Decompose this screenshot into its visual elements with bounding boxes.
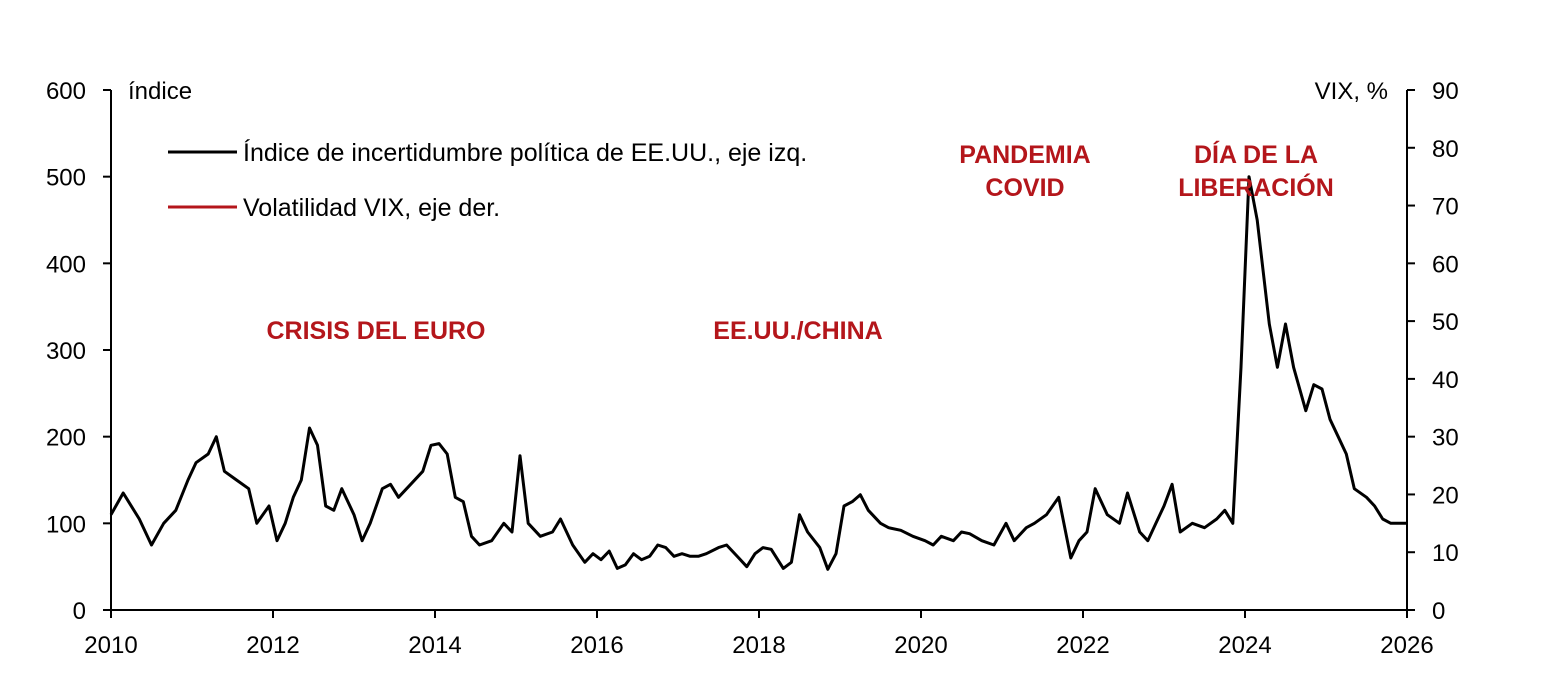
legend-label-vix: Volatilidad VIX, eje der. xyxy=(243,194,500,222)
x-tick-label: 2012 xyxy=(246,632,299,659)
right-tick-label: 30 xyxy=(1432,425,1459,452)
x-axis-ticks: 2010 2012 2014 2016 2018 2020 2022 2024 2026 xyxy=(84,610,1434,659)
annotation-pandemia: PANDEMIA xyxy=(959,141,1090,169)
x-tick-label: 2020 xyxy=(894,632,947,659)
x-tick-label: 2024 xyxy=(1218,632,1271,659)
right-tick-label: 50 xyxy=(1432,309,1459,336)
right-tick-label: 90 xyxy=(1432,78,1459,105)
left-tick-label: 100 xyxy=(46,511,86,538)
annotations: CRISIS DEL EURO EE.UU./CHINA PANDEMIA CO… xyxy=(266,140,1333,345)
x-tick-label: 2010 xyxy=(84,632,137,659)
right-axis-label: VIX, % xyxy=(1315,78,1388,105)
x-tick-label: 2018 xyxy=(732,632,785,659)
right-tick-label: 70 xyxy=(1432,194,1459,221)
annotation-euro-crisis: CRISIS DEL EURO xyxy=(266,317,485,345)
left-tick-label: 200 xyxy=(46,425,86,452)
annotation-dia-de-la: DÍA DE LA xyxy=(1194,140,1318,169)
legend-label-epu: Índice de incertidumbre política de EE.U… xyxy=(243,138,807,167)
plot-lines xyxy=(109,175,1407,571)
right-tick-label: 20 xyxy=(1432,482,1459,509)
left-tick-label: 500 xyxy=(46,165,86,192)
left-tick-label: 400 xyxy=(46,251,86,278)
x-tick-label: 2014 xyxy=(408,632,461,659)
left-tick-label: 300 xyxy=(46,338,86,365)
right-tick-label: 0 xyxy=(1432,598,1445,625)
left-tick-label: 600 xyxy=(46,78,86,105)
right-tick-label: 10 xyxy=(1432,540,1459,567)
annotation-us-china: EE.UU./CHINA xyxy=(713,317,882,345)
left-axis-label: índice xyxy=(128,78,192,105)
series-epu-line xyxy=(109,175,1407,571)
right-tick-label: 80 xyxy=(1432,136,1459,163)
left-axis-ticks: 0 100 200 300 400 500 600 xyxy=(46,78,111,625)
x-tick-label: 2026 xyxy=(1380,632,1433,659)
annotation-liberacion: LIBERACIÓN xyxy=(1178,172,1334,202)
right-tick-label: 60 xyxy=(1432,251,1459,278)
legend: Índice de incertidumbre política de EE.U… xyxy=(168,138,807,222)
x-tick-label: 2016 xyxy=(570,632,623,659)
left-tick-label: 0 xyxy=(73,598,86,625)
x-tick-label: 2022 xyxy=(1056,632,1109,659)
annotation-covid: COVID xyxy=(985,174,1064,202)
right-tick-label: 40 xyxy=(1432,367,1459,394)
right-axis-ticks: 0 10 20 30 40 50 60 70 80 90 xyxy=(1407,78,1459,625)
